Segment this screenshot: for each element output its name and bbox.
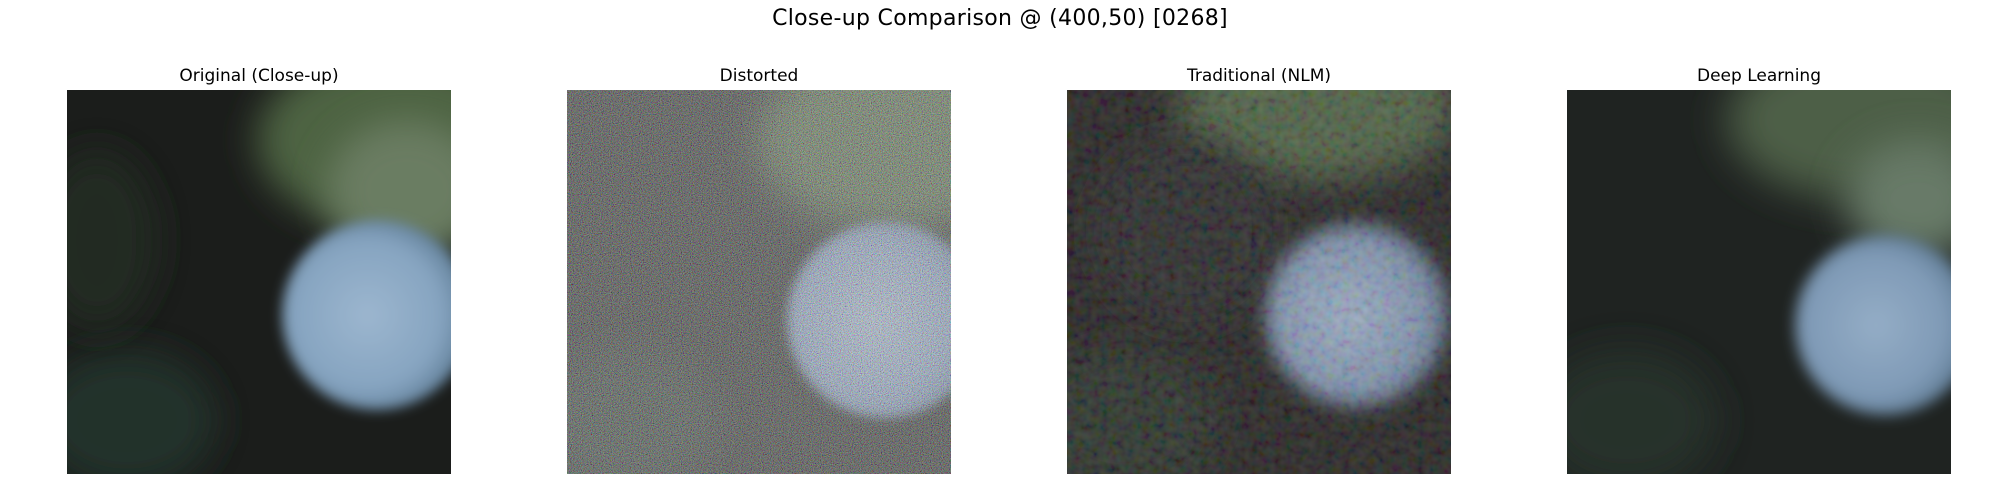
traditional-nlm-image [1067,90,1451,474]
panel-title-traditional-nlm: Traditional (NLM) [1186,66,1332,86]
panel-title-deep-learning: Deep Learning [1696,66,1821,86]
panel-title-distorted: Distorted [719,66,799,86]
original-closeup-image [67,90,451,474]
panel-distorted: Distorted [567,64,951,474]
panel-deep-learning: Deep Learning [1567,64,1951,474]
deep-learning-image [1567,90,1951,474]
panel-title-original: Original (Close-up) [179,66,339,86]
panel-original: Original (Close-up) [67,64,451,474]
distorted-image [567,90,951,474]
figure-title: Close-up Comparison @ (400,50) [0268] [772,6,1228,31]
panel-traditional-nlm: Traditional (NLM) [1067,64,1451,474]
